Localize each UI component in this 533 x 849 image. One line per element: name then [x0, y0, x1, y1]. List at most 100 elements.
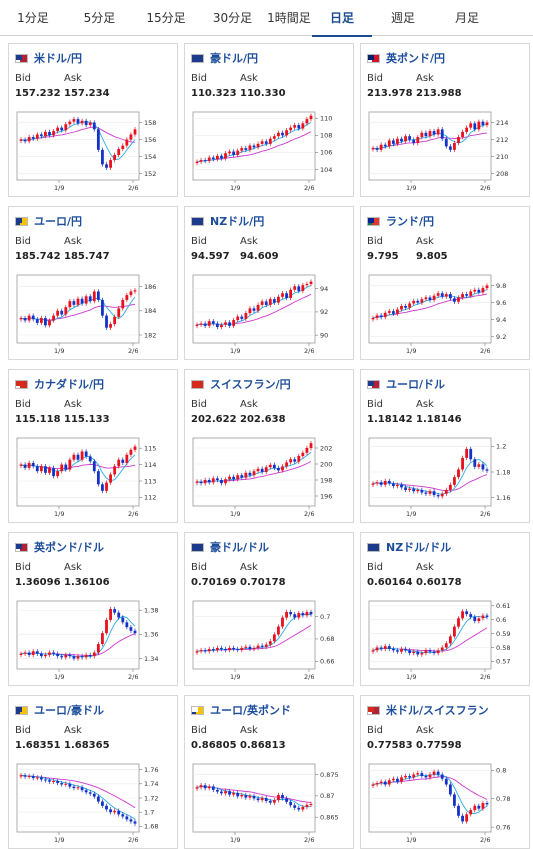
candle-body: [109, 324, 112, 328]
tab-30min[interactable]: 30分足: [212, 11, 253, 25]
candlestick-chart: 214 212 210 208 1/9 2/6: [368, 111, 525, 192]
tab-15min[interactable]: 15分足: [146, 11, 186, 25]
candle-body: [477, 618, 481, 622]
card-title[interactable]: NZドル/ドル: [367, 540, 451, 554]
candle-body: [96, 129, 100, 150]
pair-name[interactable]: 米ドル/スイスフラン: [386, 704, 489, 717]
bid-value: 202.622: [191, 414, 237, 425]
flag-stripe-b: [372, 380, 379, 388]
candle-body: [465, 814, 469, 822]
x-tick-label: 2/6: [128, 836, 138, 844]
pair-name[interactable]: 英ポンド/円: [386, 52, 446, 65]
pair-name[interactable]: ユーロ/円: [34, 215, 83, 228]
pair-name[interactable]: ユーロ/豪ドル: [34, 704, 105, 717]
rate-card[interactable]: 豪ドル/ドル Bid Ask 0.70169 0.70178 0.7 0.68 0.…: [184, 532, 354, 686]
card-title[interactable]: 米ドル/円: [15, 51, 82, 65]
rate-card[interactable]: スイスフラン/円 Bid Ask 202.622 202.638 202 200 1…: [184, 369, 354, 523]
card-title[interactable]: 豪ドル/ドル: [191, 540, 269, 554]
rate-card[interactable]: ユーロ/豪ドル Bid Ask 1.68351 1.68365 1.76 1.74…: [8, 695, 178, 849]
rate-card[interactable]: ユーロ/英ポンド Bid Ask 0.86805 0.86813 0.875 0.…: [184, 695, 354, 849]
candle-body: [52, 315, 55, 321]
tab-weekly[interactable]: 週足: [390, 11, 415, 25]
pair-name[interactable]: 豪ドル/円: [210, 52, 259, 65]
card-title[interactable]: NZドル/円: [191, 214, 264, 228]
candle-body: [35, 651, 39, 654]
candle-body: [56, 471, 60, 477]
rate-card[interactable]: 英ポンド/円 Bid Ask 213.978 213.988 214 212 210…: [360, 43, 530, 197]
pair-name[interactable]: ランド/円: [386, 215, 435, 228]
candle-body: [396, 484, 399, 487]
chart-svg: 94 92 90 1/9 2/6: [192, 274, 328, 355]
candle-body: [477, 289, 481, 293]
pair-name[interactable]: 米ドル/円: [34, 52, 83, 65]
card-title[interactable]: ユーロ/豪ドル: [15, 703, 104, 717]
card-title[interactable]: 米ドル/スイスフラン: [367, 703, 489, 717]
tab-5min[interactable]: 5分足: [83, 11, 116, 25]
card-title[interactable]: 英ポンド/ドル: [15, 540, 104, 554]
tab-1min[interactable]: 1分足: [17, 11, 49, 25]
flag-icon: [367, 542, 380, 552]
bid-value: 0.86805: [191, 740, 237, 751]
y-tick-label: 9.2: [496, 333, 506, 341]
pair-name[interactable]: NZドル/円: [210, 215, 265, 228]
rate-card[interactable]: 英ポンド/ドル Bid Ask 1.36096 1.36106 1.38 1.36…: [8, 532, 178, 686]
x-tick-label: 2/6: [304, 347, 314, 355]
card-title[interactable]: スイスフラン/円: [191, 377, 291, 391]
rate-card[interactable]: NZドル/円 Bid Ask 94.597 94.609 94 92 90 1/9 2/…: [184, 206, 354, 360]
pair-name[interactable]: ユーロ/ドル: [386, 378, 446, 391]
card-title[interactable]: 豪ドル/円: [191, 51, 258, 65]
rate-card[interactable]: ランド/円 Bid Ask 9.795 9.805 9.8 9.6 9.4 9.2 1/…: [360, 206, 530, 360]
candle-body: [477, 121, 481, 130]
ask-label: Ask: [416, 73, 434, 84]
candle-body: [305, 283, 309, 286]
pair-name[interactable]: カナダドル/円: [34, 378, 105, 391]
rate-card[interactable]: NZドル/ドル Bid Ask 0.60164 0.60178 0.61 0.6 0…: [360, 532, 530, 686]
plot-frame: [368, 600, 492, 670]
tab-1hour[interactable]: 1時間足: [267, 11, 311, 25]
card-title[interactable]: ユーロ/円: [15, 214, 82, 228]
rate-card[interactable]: 米ドル/スイスフラン Bid Ask 0.77583 0.77598 0.8 0.…: [360, 695, 530, 849]
y-tick-label: 1.16: [496, 494, 510, 502]
y-tick-label: 92: [320, 308, 328, 316]
card-title[interactable]: カナダドル/円: [15, 377, 104, 391]
card-title[interactable]: ユーロ/ドル: [367, 377, 445, 391]
candlestick-chart: 0.61 0.6 0.59 0.58 0.57 1/9 2/6: [368, 600, 525, 681]
tab-monthly[interactable]: 月足: [454, 11, 479, 25]
candle-body: [309, 611, 313, 615]
candle-body: [481, 121, 485, 126]
y-tick-label: 0.58: [496, 644, 510, 652]
pair-name[interactable]: スイスフラン/円: [210, 378, 291, 391]
candle-body: [465, 611, 469, 615]
candle-body: [207, 786, 211, 789]
tab-daily[interactable]: 日足: [312, 0, 372, 37]
pair-name[interactable]: 英ポンド/ドル: [34, 541, 105, 554]
candle-body: [272, 299, 276, 303]
candle-body: [19, 318, 23, 320]
candle-body: [412, 300, 416, 304]
candle-body: [236, 475, 240, 480]
candle-body: [129, 819, 133, 822]
candlestick-chart: 0.875 0.87 0.865 1/9 2/6: [192, 763, 349, 844]
chart-svg: 1.38 1.36 1.34 1/9 2/6: [16, 600, 158, 681]
candle-body: [215, 155, 219, 160]
candle-body: [133, 821, 137, 824]
rate-card[interactable]: ユーロ/円 Bid Ask 185.742 185.747 186 184 182 1…: [8, 206, 178, 360]
pair-name[interactable]: ユーロ/英ポンド: [210, 704, 292, 717]
rate-card[interactable]: カナダドル/円 Bid Ask 115.118 115.133 115 114 11…: [8, 369, 178, 523]
candle-body: [72, 301, 76, 305]
card-title[interactable]: ランド/円: [367, 214, 434, 228]
card-title[interactable]: ユーロ/英ポンド: [191, 703, 291, 717]
candle-body: [281, 293, 284, 297]
candle-body: [125, 139, 129, 146]
candle-body: [272, 136, 276, 139]
candle-body: [293, 805, 297, 808]
flag-stripe-a: [192, 380, 198, 386]
rate-card[interactable]: ユーロ/ドル Bid Ask 1.18142 1.18146 1.2 1.18 1.…: [360, 369, 530, 523]
rate-card[interactable]: 豪ドル/円 Bid Ask 110.323 110.330 110 108 106 1…: [184, 43, 354, 197]
pair-name[interactable]: 豪ドル/ドル: [210, 541, 270, 554]
candle-body: [68, 301, 72, 308]
card-title[interactable]: 英ポンド/円: [367, 51, 445, 65]
candle-body: [199, 481, 203, 484]
pair-name[interactable]: NZドル/ドル: [386, 541, 452, 554]
rate-card[interactable]: 米ドル/円 Bid Ask 157.232 157.234 158 156 154 1…: [8, 43, 178, 197]
